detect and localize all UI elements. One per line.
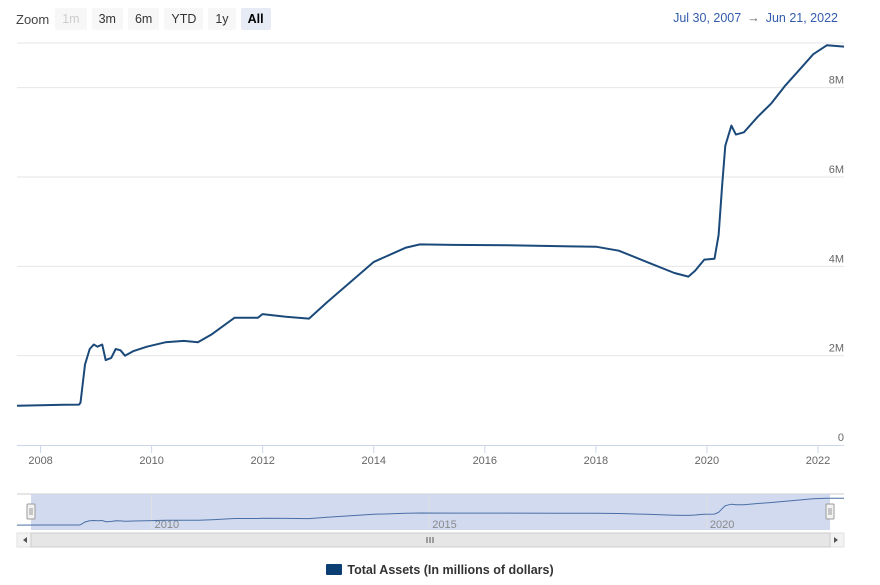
zoom-label: Zoom bbox=[16, 11, 50, 27]
zoom-button-1y[interactable]: 1y bbox=[208, 8, 236, 30]
navigator-handle-right[interactable] bbox=[825, 503, 835, 520]
zoom-button-6m[interactable]: 6m bbox=[127, 8, 160, 30]
navigator-selected-range[interactable] bbox=[31, 494, 830, 530]
chart-area: 0 2M 4M 6M 8M 2008 2010 2012 2014 2016 2018 2020 202… bbox=[16, 42, 845, 548]
date-range-display: Jul 30, 2007 → Jun 21, 2022 bbox=[673, 11, 838, 25]
zoom-bar: Zoom 1m 3m 6m YTD 1y All bbox=[16, 8, 276, 30]
y-tick-label: 2M bbox=[829, 343, 844, 355]
x-tick-label: 2012 bbox=[250, 455, 274, 467]
x-tick-label: 2018 bbox=[584, 455, 608, 467]
scroll-right-arrow-icon[interactable] bbox=[834, 537, 838, 543]
x-tick-label: 2020 bbox=[695, 455, 719, 467]
zoom-button-all[interactable]: All bbox=[240, 8, 271, 30]
zoom-button-1m: 1m bbox=[55, 8, 87, 30]
range-arrow-icon: → bbox=[747, 11, 760, 25]
x-tick-label: 2022 bbox=[806, 455, 830, 467]
x-tick-label: 2010 bbox=[139, 455, 163, 467]
navigator-label: 2010 bbox=[155, 519, 179, 531]
zoom-button-3m[interactable]: 3m bbox=[91, 8, 123, 30]
y-tick-label: 6M bbox=[829, 164, 844, 176]
x-tick-label: 2014 bbox=[362, 455, 386, 467]
range-from-date[interactable]: Jul 30, 2007 bbox=[673, 11, 742, 25]
legend-label: Total Assets (In millions of dollars) bbox=[347, 563, 554, 577]
navigator-handle-left[interactable] bbox=[26, 503, 36, 520]
navigator-series-line bbox=[16, 497, 845, 526]
y-tick-label: 4M bbox=[829, 253, 844, 265]
y-tick-label: 0 bbox=[838, 432, 844, 444]
y-tick-label: 8M bbox=[829, 75, 844, 87]
range-to-date[interactable]: Jun 21, 2022 bbox=[765, 11, 838, 25]
legend[interactable]: Total Assets (In millions of dollars) bbox=[0, 563, 880, 577]
x-tick-label: 2008 bbox=[28, 455, 52, 467]
x-tick-label: 2016 bbox=[473, 455, 497, 467]
zoom-button-ytd[interactable]: YTD bbox=[164, 8, 204, 30]
series-line-total-assets[interactable] bbox=[16, 44, 845, 407]
legend-swatch bbox=[326, 564, 343, 575]
navigator-label: 2020 bbox=[710, 519, 734, 531]
scroll-left-arrow-icon[interactable] bbox=[23, 537, 27, 543]
navigator-label: 2015 bbox=[432, 519, 456, 531]
